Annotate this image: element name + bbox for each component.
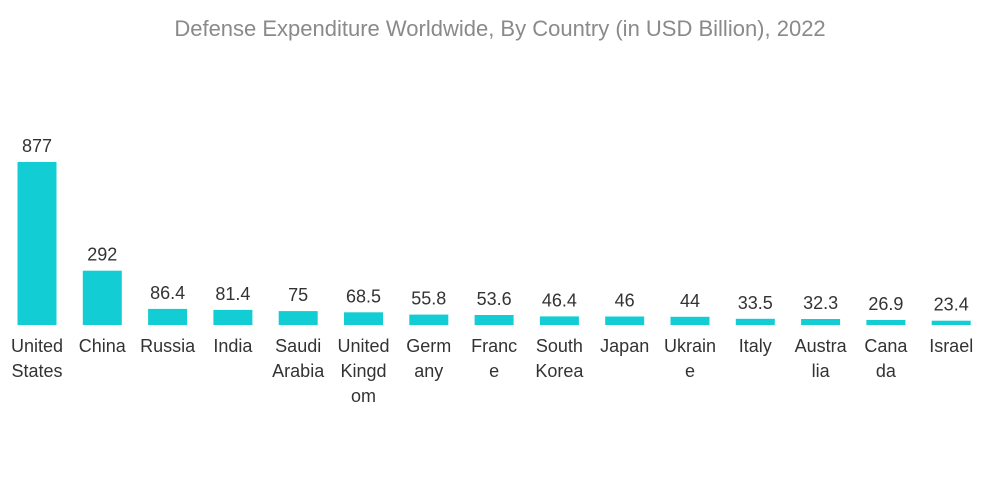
bar-unitedkingdom [344, 312, 383, 325]
category-label-southkorea: South Korea [535, 336, 584, 381]
value-label-unitedstates: 877 [22, 136, 52, 156]
category-label-line: Italy [739, 336, 772, 356]
bar-israel [931, 320, 971, 325]
value-label-france: 53.6 [477, 289, 512, 309]
category-label-germany: Germ any [406, 336, 451, 381]
category-label-line: Arabia [272, 361, 325, 381]
category-label-line: lia [812, 361, 831, 381]
category-label-line: Kingd [340, 361, 386, 381]
category-label-line: e [685, 361, 695, 381]
value-label-italy: 33.5 [738, 293, 773, 313]
category-label-line: India [213, 336, 253, 356]
category-label-line: e [489, 361, 499, 381]
category-label-japan: Japan [600, 336, 649, 356]
bar-saudiarabia [278, 311, 318, 325]
category-label-line: any [414, 361, 443, 381]
category-label-line: da [876, 361, 897, 381]
bars-layer [17, 162, 971, 325]
chart-title: Defense Expenditure Worldwide, By Countr… [174, 16, 826, 41]
category-label-line: Germ [406, 336, 451, 356]
bar-russia [148, 308, 188, 325]
category-label-israel: Israel [929, 336, 973, 356]
category-label-line: Korea [535, 361, 584, 381]
bar-italy [735, 318, 775, 325]
value-label-southkorea: 46.4 [542, 290, 577, 310]
category-label-saudiarabia: Saudi Arabia [272, 336, 325, 381]
category-label-line: Russia [140, 336, 196, 356]
category-label-line: Israel [929, 336, 973, 356]
value-labels-layer: 877 292 86.4 81.4 75 68.5 55.8 53.6 46.4 46 44 33.5… [22, 136, 969, 315]
category-label-india: India [213, 336, 253, 356]
category-label-line: China [79, 336, 127, 356]
bar-ukraine [670, 316, 710, 325]
value-label-china: 292 [87, 245, 117, 265]
bar-china [82, 270, 122, 325]
bar-southkorea [539, 316, 579, 325]
category-label-france: Franc e [471, 336, 517, 381]
category-label-line: Cana [864, 336, 908, 356]
value-label-australia: 32.3 [803, 293, 838, 313]
category-label-italy: Italy [739, 336, 772, 356]
category-label-unitedkingdom: United Kingd om [337, 336, 389, 406]
category-label-line: Japan [600, 336, 649, 356]
category-label-line: States [11, 361, 62, 381]
category-label-line: Saudi [275, 336, 321, 356]
value-label-russia: 86.4 [150, 283, 185, 303]
bar-india [213, 309, 253, 325]
bar-japan [605, 316, 645, 325]
value-label-saudiarabia: 75 [288, 285, 308, 305]
category-label-unitedstates: United States [11, 336, 63, 381]
value-label-india: 81.4 [215, 284, 250, 304]
value-label-ukraine: 44 [680, 291, 700, 311]
category-label-line: Ukrain [664, 336, 716, 356]
value-label-unitedkingdom: 68.5 [346, 286, 381, 306]
bar-germany [409, 314, 449, 325]
category-label-line: Austra [795, 336, 848, 356]
category-label-ukraine: Ukrain e [664, 336, 716, 381]
category-label-line: United [11, 336, 63, 356]
category-label-line: Franc [471, 336, 517, 356]
value-label-germany: 55.8 [411, 289, 446, 309]
bar-australia [801, 319, 841, 325]
category-label-australia: Austra lia [795, 336, 848, 381]
category-label-line: United [337, 336, 389, 356]
bar-unitedstates [17, 162, 57, 325]
category-label-russia: Russia [140, 336, 196, 356]
category-label-line: om [351, 386, 376, 406]
category-label-line: South [536, 336, 583, 356]
category-labels-layer: United States China Russia India Saudi Arabia U… [11, 336, 973, 406]
value-label-canada: 26.9 [868, 294, 903, 314]
bar-france [474, 315, 514, 325]
value-label-japan: 46 [615, 291, 635, 311]
value-label-israel: 23.4 [934, 295, 969, 315]
category-label-canada: Cana da [864, 336, 908, 381]
category-label-china: China [79, 336, 127, 356]
bar-canada [866, 320, 906, 325]
